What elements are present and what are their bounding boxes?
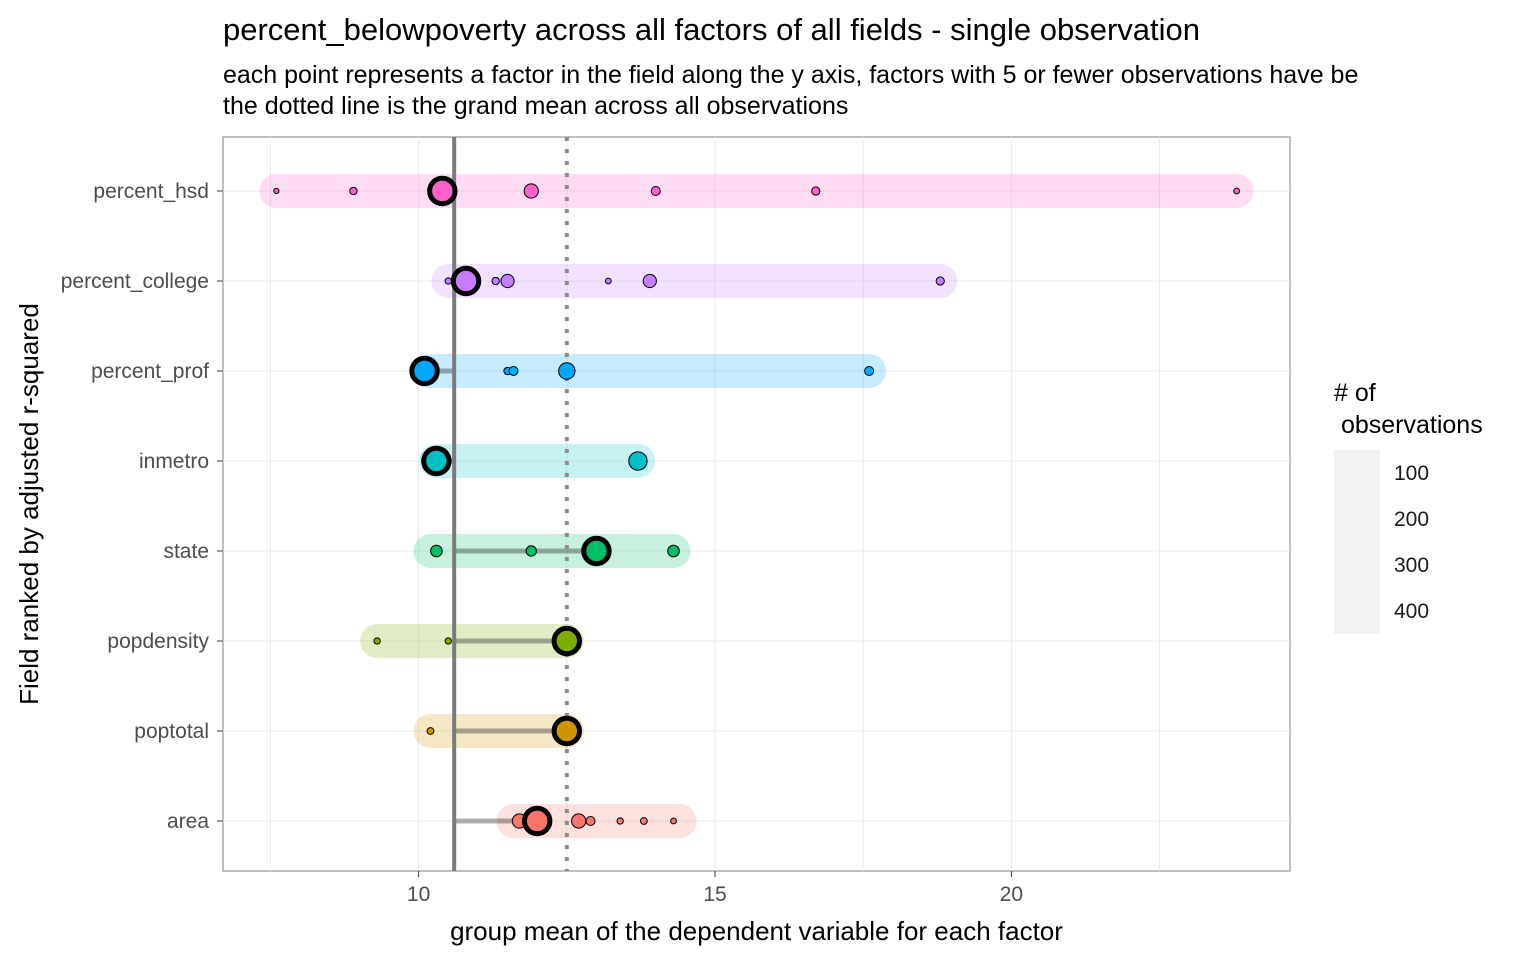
- point-bold-popdensity: [551, 625, 583, 657]
- point-percent_prof: [864, 366, 875, 376]
- point-state: [525, 545, 537, 557]
- plot-panel: [222, 136, 1291, 872]
- point-area: [639, 817, 648, 825]
- point-percent_hsd: [523, 183, 539, 199]
- chart-title: percent_belowpoverty across all factors …: [223, 12, 1200, 47]
- point-state: [667, 544, 680, 558]
- point-bold-poptotal: [551, 715, 583, 747]
- legend-label-400: 400: [1394, 600, 1430, 623]
- point-area: [585, 816, 596, 826]
- point-bold-percent_prof: [409, 355, 440, 387]
- point-inmetro: [628, 451, 648, 471]
- point-percent_college: [444, 277, 452, 285]
- legend-label-200: 200: [1394, 508, 1430, 531]
- point-percent_college: [491, 276, 500, 286]
- point-percent_college: [935, 276, 945, 286]
- chart-subtitle-line-1: each point represents a factor in the fi…: [223, 61, 1359, 89]
- x-axis-title: group mean of the dependent variable for…: [450, 916, 1063, 946]
- x-tick-label: 20: [1000, 883, 1023, 906]
- point-area: [571, 813, 587, 829]
- point-percent_prof: [558, 362, 576, 380]
- point-popdensity: [444, 637, 452, 645]
- y-tick-label-percent_college: percent_college: [61, 270, 209, 293]
- point-area: [670, 817, 677, 825]
- point-percent_college: [500, 273, 515, 289]
- y-tick-label-popdensity: popdensity: [107, 630, 209, 653]
- y-axis-title: Field ranked by adjusted r-squared: [14, 303, 44, 705]
- y-tick-label-state: state: [163, 540, 209, 563]
- y-tick-label-area: area: [167, 810, 209, 833]
- point-percent_hsd: [811, 186, 821, 196]
- point-bold-percent_hsd: [427, 175, 458, 207]
- point-percent_prof: [508, 366, 519, 376]
- point-percent_hsd: [273, 187, 280, 195]
- legend-key-background: [1334, 450, 1380, 634]
- y-tick-label-inmetro: inmetro: [139, 450, 209, 473]
- x-tick-label: 10: [407, 883, 430, 906]
- point-percent_hsd: [349, 186, 358, 196]
- y-tick-label-percent_hsd: percent_hsd: [93, 180, 209, 203]
- point-state: [430, 544, 443, 558]
- point-bold-state: [581, 535, 612, 567]
- y-tick-label-poptotal: poptotal: [134, 720, 209, 743]
- point-percent_hsd: [650, 186, 661, 196]
- chart-subtitle-line-2: the dotted line is the grand mean across…: [223, 92, 849, 120]
- legend-title: # of observations: [1334, 379, 1483, 439]
- point-bold-inmetro: [421, 445, 452, 477]
- y-tick-label-percent_prof: percent_prof: [91, 360, 209, 383]
- point-area: [616, 817, 624, 825]
- point-popdensity: [373, 637, 381, 645]
- x-tick-label: 15: [703, 883, 726, 906]
- point-percent_college: [642, 273, 657, 289]
- point-percent_hsd: [1233, 187, 1241, 195]
- point-bold-percent_college: [450, 265, 482, 297]
- legend-label-100: 100: [1394, 462, 1430, 485]
- point-percent_college: [604, 277, 612, 285]
- legend-label-300: 300: [1394, 554, 1430, 577]
- point-bold-area: [521, 805, 553, 837]
- point-poptotal: [426, 727, 435, 735]
